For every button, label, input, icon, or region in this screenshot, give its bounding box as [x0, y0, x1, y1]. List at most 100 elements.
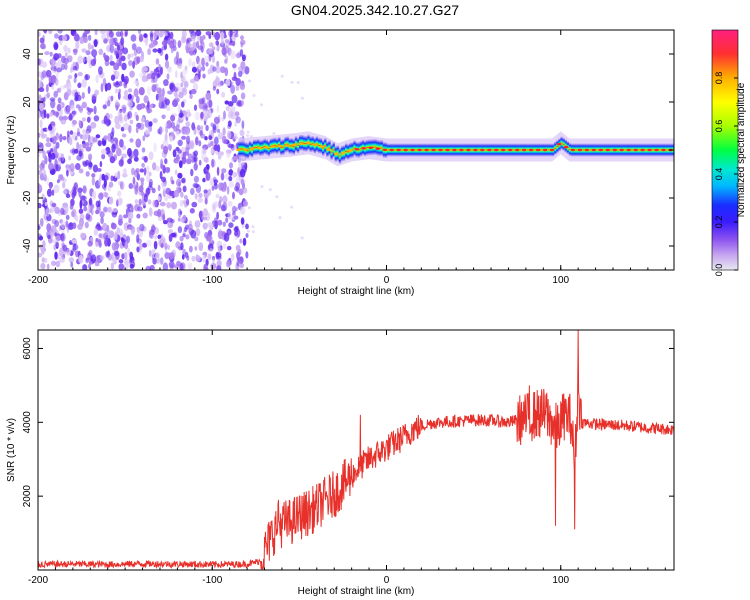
noise-speckle — [86, 130, 90, 135]
noise-speckle — [136, 246, 140, 253]
noise-speckle — [177, 139, 183, 147]
noise-speckle — [170, 219, 175, 224]
noise-speckle — [73, 77, 77, 84]
noise-speckle — [174, 169, 178, 175]
ridge-segment — [526, 143, 530, 157]
noise-speckle — [164, 123, 168, 129]
ridge-segment — [345, 143, 348, 160]
ridge-segment — [464, 143, 467, 157]
noise-speckle — [225, 79, 231, 87]
noise-speckle — [231, 39, 236, 47]
noise-speckle — [106, 82, 112, 91]
ridge-peak — [375, 147, 380, 150]
noise-speckle — [186, 255, 190, 261]
noise-speckle — [107, 119, 112, 126]
noise-speckle — [193, 83, 199, 91]
noise-speckle — [101, 33, 107, 40]
noise-speckle — [214, 31, 221, 41]
noise-speckle — [181, 101, 185, 108]
noise-speckle — [164, 194, 169, 202]
noise-speckle — [251, 225, 255, 229]
noise-speckle — [153, 142, 157, 152]
ridge-segment — [437, 143, 440, 157]
noise-speckle — [88, 161, 93, 168]
noise-speckle — [132, 60, 136, 69]
noise-speckle — [216, 260, 222, 267]
ridge-peak — [501, 148, 506, 152]
noise-speckle — [81, 48, 87, 53]
noise-speckle — [195, 228, 201, 237]
noise-speckle — [55, 260, 61, 268]
noise-speckle — [179, 199, 184, 207]
noise-speckle — [95, 74, 99, 84]
noise-speckle — [78, 105, 84, 114]
noise-speckle — [43, 30, 48, 34]
ridge-segment — [359, 141, 363, 157]
ridge-peak — [361, 147, 366, 150]
noise-speckle — [209, 64, 215, 74]
ridge-segment — [604, 143, 607, 157]
ridge-segment — [562, 137, 565, 151]
noise-speckle — [86, 56, 93, 63]
noise-speckle — [205, 171, 211, 181]
noise-speckle — [122, 32, 126, 37]
noise-speckle — [208, 135, 213, 141]
noise-speckle — [169, 252, 175, 260]
noise-speckle — [150, 225, 156, 233]
noise-speckle — [78, 168, 84, 174]
noise-speckle — [157, 196, 161, 201]
noise-speckle — [300, 96, 304, 100]
noise-speckle — [170, 114, 176, 122]
noise-speckle — [239, 206, 246, 215]
noise-speckle — [247, 206, 251, 210]
noise-speckle — [226, 185, 230, 195]
noise-speckle — [139, 72, 143, 78]
noise-speckle — [117, 197, 123, 206]
noise-speckle — [135, 114, 139, 122]
noise-speckle — [45, 208, 50, 217]
y-tick-label: 2000 — [22, 485, 33, 508]
noise-speckle — [155, 93, 159, 101]
noise-speckle — [205, 62, 209, 67]
ridge-peak — [508, 148, 513, 152]
noise-speckle — [166, 202, 172, 209]
noise-speckle — [123, 75, 129, 85]
colorbar-tick-label: 0.8 — [714, 72, 724, 85]
noise-speckle — [182, 151, 187, 158]
ridge-segment — [631, 143, 634, 157]
noise-speckle — [100, 255, 105, 260]
noise-speckle — [48, 125, 53, 131]
noise-speckle — [176, 51, 179, 60]
noise-speckle — [197, 45, 204, 50]
noise-speckle — [189, 50, 194, 56]
ridge-segment — [401, 143, 404, 157]
noise-speckle — [212, 85, 216, 91]
noise-speckle — [142, 37, 149, 43]
noise-speckle — [111, 143, 116, 153]
snr-series-line — [38, 330, 674, 570]
noise-speckle — [38, 235, 44, 241]
noise-speckle — [130, 34, 137, 42]
noise-speckle — [242, 237, 247, 246]
noise-speckle — [167, 229, 174, 234]
noise-speckle — [213, 217, 218, 224]
noise-speckle — [202, 222, 208, 230]
noise-speckle — [43, 257, 48, 263]
noise-speckle — [159, 171, 163, 180]
noise-speckle — [127, 125, 132, 133]
noise-speckle — [234, 121, 238, 127]
noise-speckle — [247, 229, 250, 233]
ridge-peak — [396, 148, 401, 152]
noise-speckle — [72, 147, 76, 156]
noise-speckle — [137, 30, 142, 35]
noise-speckle — [216, 211, 220, 220]
noise-speckle — [224, 67, 229, 77]
noise-speckle — [133, 88, 139, 98]
ridge-peak — [591, 148, 596, 152]
ridge-segment — [269, 138, 273, 155]
noise-speckle — [215, 252, 222, 259]
noise-speckle — [103, 206, 108, 213]
noise-speckle — [129, 119, 134, 125]
noise-speckle — [103, 205, 108, 214]
noise-speckle — [51, 69, 57, 74]
